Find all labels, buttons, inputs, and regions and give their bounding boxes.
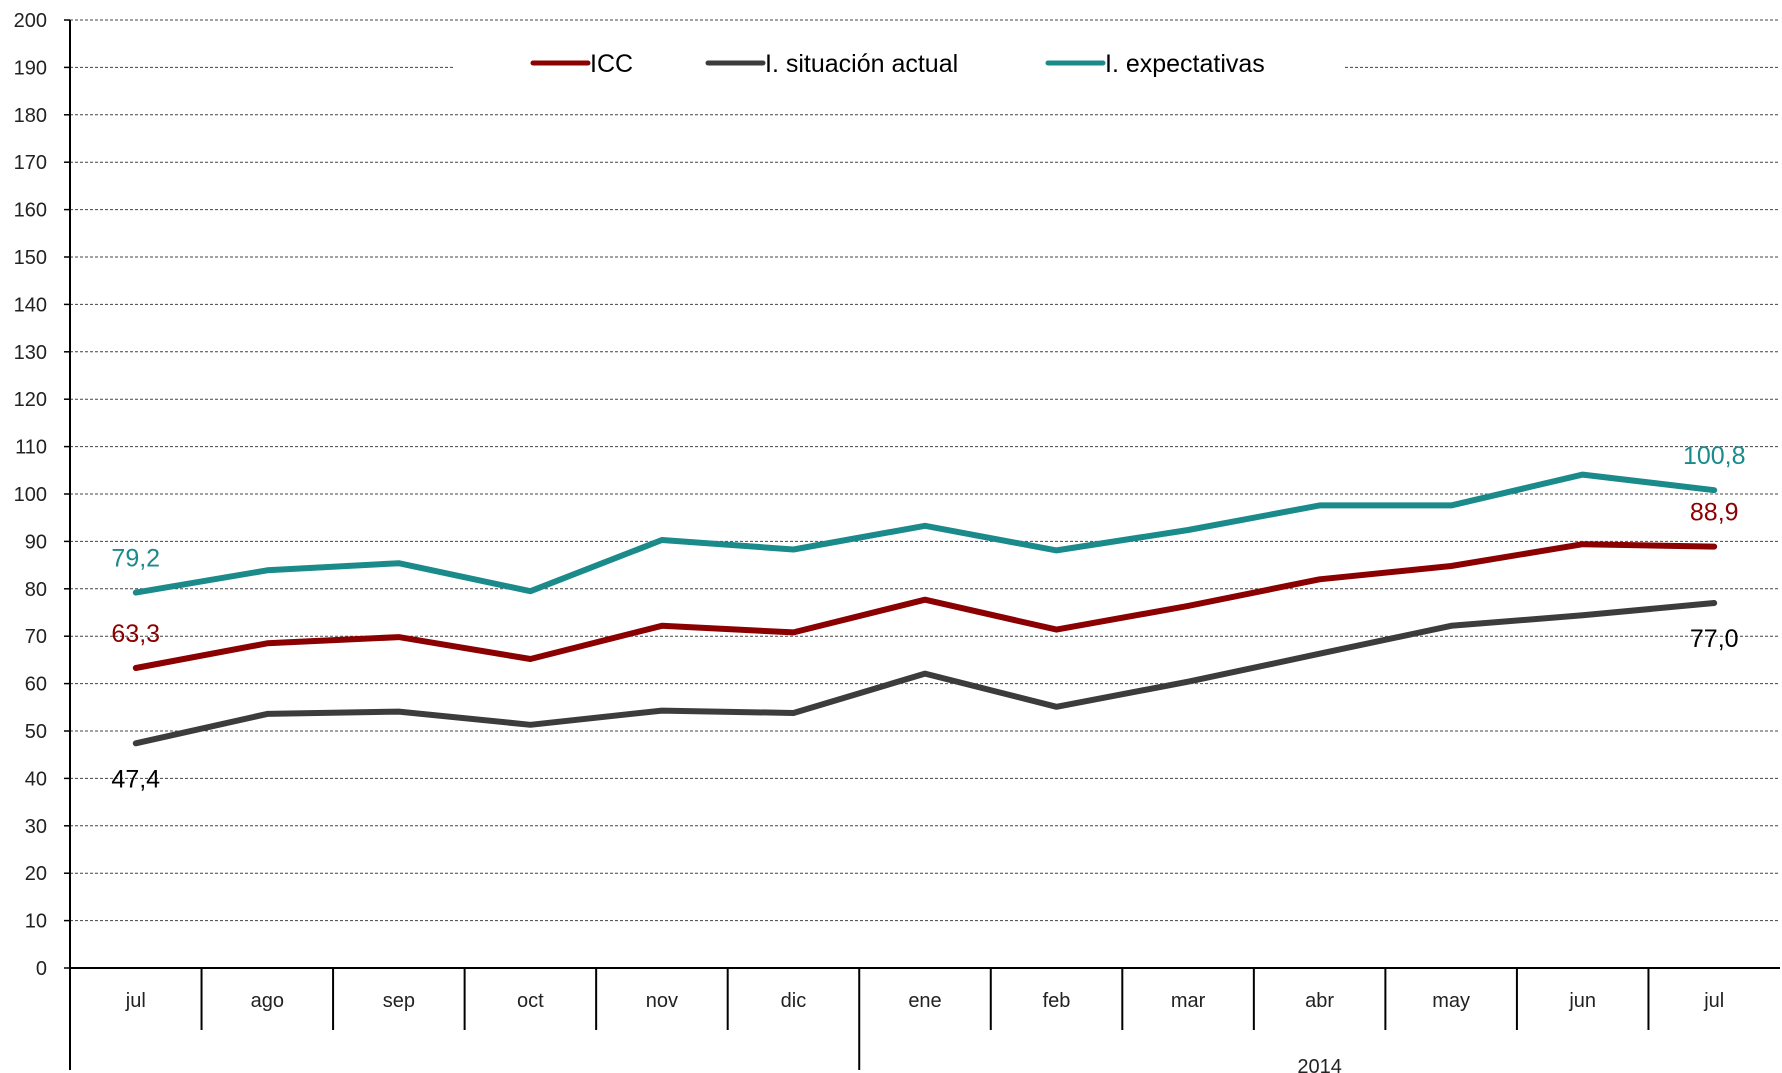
series-lines xyxy=(132,471,1718,747)
y-tick-label: 80 xyxy=(25,579,47,601)
y-tick-label: 100 xyxy=(14,484,47,506)
legend: ICC I. situación actual I. expectativas xyxy=(455,41,1345,85)
x-tick-label: nov xyxy=(646,990,678,1012)
y-tick-label: 130 xyxy=(14,342,47,364)
y-tick-label: 160 xyxy=(14,200,47,222)
gridlines xyxy=(70,19,1780,922)
data-label: 77,0 xyxy=(1690,625,1739,653)
x-tick-label: sep xyxy=(383,990,415,1012)
legend-label: I. situación actual xyxy=(765,50,958,78)
y-tick-label: 10 xyxy=(25,911,47,933)
y-tick-label: 40 xyxy=(25,768,47,790)
x-group-label: 2014 xyxy=(1297,1056,1342,1073)
series-line xyxy=(132,600,1718,747)
x-tick-label: jul xyxy=(125,990,146,1012)
y-tick-label: 70 xyxy=(25,626,47,648)
x-tick-label: feb xyxy=(1043,990,1071,1012)
x-tick-label: ago xyxy=(251,990,284,1012)
y-tick-label: 20 xyxy=(25,863,47,885)
data-label: 47,4 xyxy=(111,765,160,793)
y-tick-label: 180 xyxy=(14,105,47,127)
y-tick-label: 150 xyxy=(14,247,47,269)
y-tick-label: 190 xyxy=(14,57,47,79)
y-tick-label: 110 xyxy=(15,437,47,459)
series-line xyxy=(132,471,1718,596)
x-tick-label: jun xyxy=(1568,990,1596,1012)
x-tick-label: jul xyxy=(1703,990,1724,1012)
legend-background xyxy=(455,41,1345,85)
y-tick-label: 50 xyxy=(25,721,47,743)
y-tick-label: 200 xyxy=(14,10,47,32)
data-label: 88,9 xyxy=(1690,499,1739,527)
series-line xyxy=(132,541,1718,671)
axes: 0 10 20 30 40 50 60 70 80 90 100 110 120 130 140 150 160… xyxy=(14,10,1780,1073)
y-tick-label: 30 xyxy=(25,816,47,838)
y-tick-label: 90 xyxy=(25,531,47,553)
x-tick-label: ene xyxy=(908,990,941,1012)
legend-label: I. expectativas xyxy=(1105,50,1265,78)
x-tick-label: may xyxy=(1432,990,1470,1012)
y-tick-label: 140 xyxy=(14,294,47,316)
y-tick-label: 170 xyxy=(14,152,47,174)
data-labels: 63,3 88,9 47,4 77,0 79,2 100,8 xyxy=(111,442,1745,793)
data-label: 63,3 xyxy=(111,620,160,648)
data-label: 79,2 xyxy=(111,545,160,573)
x-tick-label: oct xyxy=(517,990,544,1012)
x-tick-label: abr xyxy=(1305,990,1334,1012)
y-tick-label: 60 xyxy=(25,674,47,696)
y-tick-label: 120 xyxy=(14,389,47,411)
x-tick-label: dic xyxy=(781,990,807,1012)
x-tick-label: mar xyxy=(1171,990,1206,1012)
data-label: 100,8 xyxy=(1683,442,1746,470)
y-tick-label: 0 xyxy=(36,958,47,980)
legend-label: ICC xyxy=(590,50,633,78)
